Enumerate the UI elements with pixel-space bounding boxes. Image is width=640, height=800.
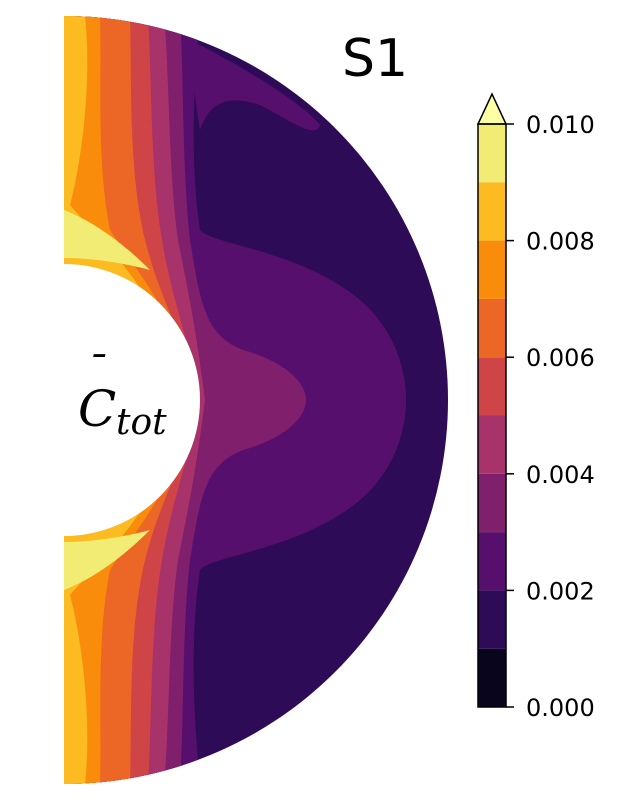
chart-title: S1 <box>342 29 408 89</box>
upper-over-range-patch <box>64 210 150 270</box>
colorbar-segment <box>478 415 506 474</box>
colorbar: 0.000 0.002 0.004 0.006 0.008 0.010 <box>476 92 595 722</box>
colorbar-extend-arrow <box>476 92 508 125</box>
field-label-accent: ¯ <box>86 348 106 394</box>
colorbar-segment <box>478 124 506 183</box>
lower-over-range-patch <box>64 530 150 590</box>
colorbar-segment <box>478 473 506 533</box>
colorbar-segment <box>478 590 506 649</box>
colorbar-segment <box>478 240 506 299</box>
colorbar-tick-label: 0.010 <box>526 111 595 139</box>
field-label-subscript: tot <box>116 402 167 443</box>
colorbar-tick-label: 0.008 <box>526 228 595 256</box>
colorbar-tick-label: 0.000 <box>526 694 595 722</box>
field-label: ¯ C tot <box>78 348 167 443</box>
colorbar-segment <box>478 648 506 707</box>
colorbar-segment <box>478 357 506 416</box>
colorbar-segment <box>478 182 506 241</box>
lower-pole-lobe <box>64 670 87 784</box>
colorbar-outline <box>477 123 507 708</box>
colorbar-tick-label: 0.002 <box>526 577 595 605</box>
upper-mid-shell-lobe <box>190 40 320 131</box>
colorbar-segment <box>478 532 506 591</box>
colorbar-tick-label: 0.004 <box>526 461 595 489</box>
colorbar-segment <box>478 298 506 358</box>
field-label-symbol: C <box>78 380 116 438</box>
colorbar-tick-label: 0.006 <box>526 344 595 372</box>
inner-cavity <box>64 264 200 536</box>
